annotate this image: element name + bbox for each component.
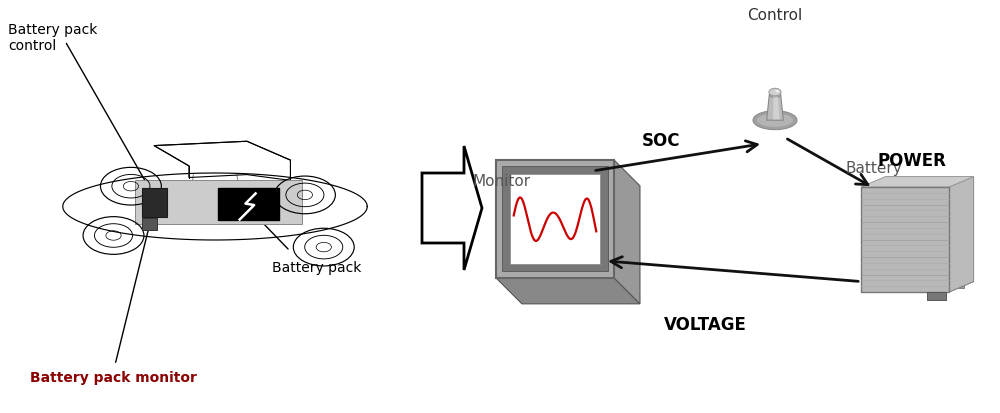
Ellipse shape (753, 111, 797, 130)
Polygon shape (949, 176, 974, 292)
Polygon shape (861, 176, 974, 187)
Polygon shape (614, 160, 640, 304)
FancyBboxPatch shape (135, 180, 302, 224)
FancyBboxPatch shape (502, 166, 608, 271)
FancyBboxPatch shape (927, 292, 946, 300)
FancyBboxPatch shape (861, 187, 949, 292)
FancyBboxPatch shape (142, 188, 167, 217)
Ellipse shape (775, 90, 779, 93)
FancyArrowPatch shape (611, 257, 858, 281)
Ellipse shape (757, 114, 793, 127)
Polygon shape (496, 278, 640, 304)
Text: Monitor: Monitor (472, 173, 530, 188)
Polygon shape (767, 95, 783, 120)
Text: Control: Control (747, 8, 803, 23)
Ellipse shape (769, 88, 781, 96)
Polygon shape (773, 97, 780, 119)
FancyBboxPatch shape (218, 188, 279, 220)
FancyArrowPatch shape (596, 141, 757, 171)
FancyBboxPatch shape (876, 183, 964, 288)
Ellipse shape (769, 92, 781, 97)
Text: VOLTAGE: VOLTAGE (664, 316, 746, 334)
Text: Battery pack
control: Battery pack control (8, 23, 97, 53)
Text: SOC: SOC (642, 132, 680, 150)
Text: Battery pack monitor: Battery pack monitor (30, 371, 197, 385)
Text: POWER: POWER (878, 152, 947, 170)
FancyBboxPatch shape (496, 160, 614, 278)
Polygon shape (422, 146, 482, 270)
Text: Battery: Battery (845, 161, 902, 176)
FancyBboxPatch shape (510, 174, 600, 264)
FancyArrowPatch shape (787, 139, 868, 185)
Text: Battery pack: Battery pack (272, 261, 361, 275)
FancyBboxPatch shape (142, 218, 157, 230)
Polygon shape (861, 282, 974, 292)
